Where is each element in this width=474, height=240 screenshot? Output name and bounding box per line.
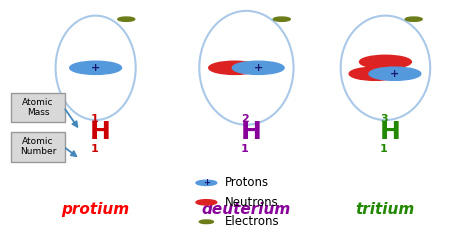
Ellipse shape bbox=[118, 17, 135, 21]
Ellipse shape bbox=[196, 200, 217, 205]
Text: 1: 1 bbox=[90, 114, 98, 124]
FancyBboxPatch shape bbox=[11, 132, 65, 162]
Text: 1: 1 bbox=[90, 144, 98, 154]
Ellipse shape bbox=[405, 17, 422, 21]
Text: 3: 3 bbox=[380, 114, 388, 124]
Ellipse shape bbox=[199, 220, 213, 224]
Ellipse shape bbox=[273, 17, 290, 21]
Text: 1: 1 bbox=[241, 144, 249, 154]
Text: tritium: tritium bbox=[356, 202, 415, 217]
Ellipse shape bbox=[349, 67, 401, 80]
Text: +: + bbox=[390, 69, 400, 79]
Ellipse shape bbox=[359, 55, 411, 68]
Ellipse shape bbox=[232, 61, 284, 74]
Text: protium: protium bbox=[62, 202, 130, 217]
Text: +: + bbox=[254, 63, 263, 73]
Text: Electrons: Electrons bbox=[225, 215, 280, 228]
FancyBboxPatch shape bbox=[11, 93, 65, 122]
Text: Atomic
Mass: Atomic Mass bbox=[22, 98, 54, 117]
Text: H: H bbox=[380, 120, 401, 144]
Text: Protons: Protons bbox=[225, 176, 269, 189]
Text: 2: 2 bbox=[241, 114, 249, 124]
Text: 1: 1 bbox=[380, 144, 388, 154]
Text: H: H bbox=[90, 120, 111, 144]
Text: Neutrons: Neutrons bbox=[225, 196, 279, 209]
Text: deuterium: deuterium bbox=[202, 202, 291, 217]
Text: +: + bbox=[91, 63, 100, 73]
Ellipse shape bbox=[209, 61, 261, 74]
Ellipse shape bbox=[70, 61, 121, 74]
Ellipse shape bbox=[369, 67, 421, 80]
Ellipse shape bbox=[196, 180, 217, 186]
Text: H: H bbox=[241, 120, 262, 144]
Text: Atomic
Number: Atomic Number bbox=[20, 137, 56, 156]
Text: +: + bbox=[203, 178, 210, 187]
